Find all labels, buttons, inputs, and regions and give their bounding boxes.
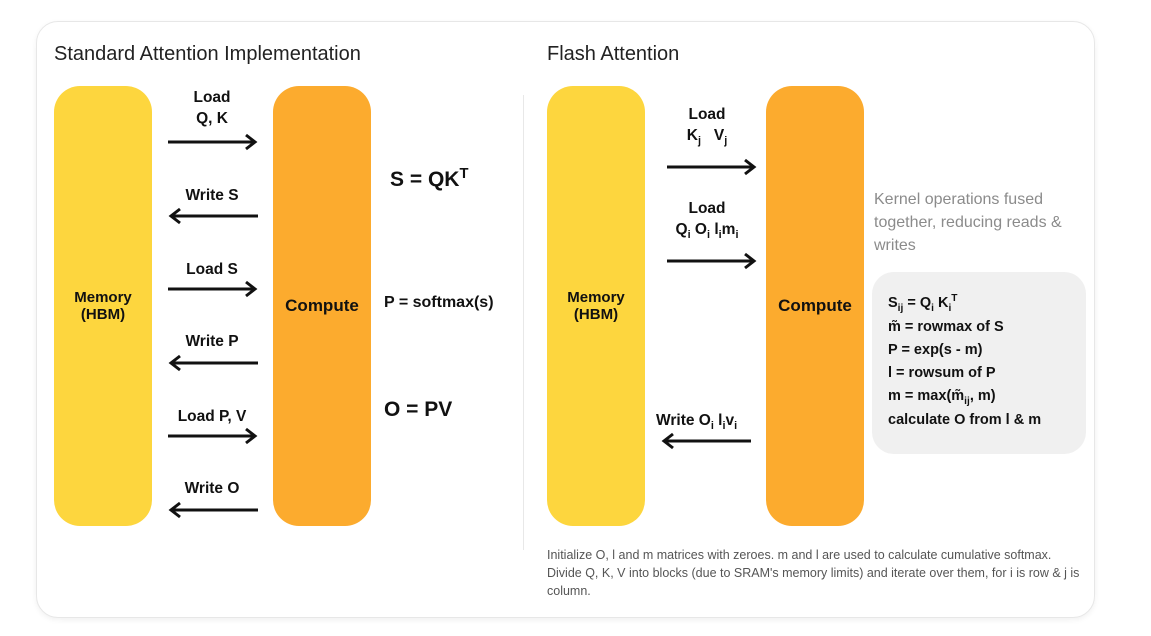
load-s-label: Load S bbox=[186, 261, 238, 278]
op-calc: calculate O from l & m bbox=[888, 412, 1042, 428]
operations-box bbox=[872, 272, 1086, 454]
flash-memory-block: Memory (HBM) bbox=[547, 86, 645, 526]
load-kv-label: Load Kj Vj bbox=[686, 106, 728, 147]
load-qk-label: Load Q, K bbox=[193, 89, 231, 127]
operations-list: Sij = Qi KiT m̃ = rowmax of S P = exp(s … bbox=[888, 292, 1041, 432]
standard-compute-label: Compute bbox=[285, 296, 359, 315]
standard-compute-block: Compute bbox=[273, 86, 371, 526]
arrow-left-icon bbox=[168, 354, 258, 372]
flash-compute-block: Compute bbox=[766, 86, 864, 526]
arrow-left-icon bbox=[168, 207, 258, 225]
equation-s: S = QKT bbox=[390, 165, 469, 191]
write-o-label: Write O bbox=[184, 480, 240, 497]
op-rowmax: m̃ = rowmax of S bbox=[888, 319, 1004, 335]
write-s-label: Write S bbox=[185, 187, 239, 204]
flash-compute-label: Compute bbox=[778, 296, 852, 315]
equation-p: P = softmax(s) bbox=[384, 294, 494, 311]
load-pv-label: Load P, V bbox=[177, 408, 247, 425]
flash-title: Flash Attention bbox=[547, 43, 680, 65]
standard-memory-block: Memory (HBM) bbox=[54, 86, 152, 526]
flash-memory-label: Memory (HBM) bbox=[567, 289, 625, 323]
arrow-right-icon bbox=[667, 158, 757, 176]
arrow-left-icon bbox=[661, 432, 751, 450]
arrow-right-icon bbox=[168, 280, 258, 298]
equation-o: O = PV bbox=[384, 398, 453, 421]
arrow-left-icon bbox=[168, 501, 258, 519]
load-qolm-label: Load Qi Oi limi bbox=[675, 200, 739, 241]
arrow-right-icon bbox=[667, 252, 757, 270]
standard-memory-label: Memory (HBM) bbox=[74, 289, 132, 323]
write-p-label: Write P bbox=[185, 333, 239, 350]
section-divider bbox=[523, 95, 524, 550]
fused-note: Kernel operations fused together, reduci… bbox=[874, 191, 1062, 255]
standard-title: Standard Attention Implementation bbox=[54, 43, 361, 65]
op-s-ij: Sij = Qi KiT bbox=[888, 293, 958, 314]
op-rowsum: l = rowsum of P bbox=[888, 365, 996, 381]
write-oliv-label: Write Oi livi bbox=[656, 412, 738, 432]
footnote: Initialize O, l and m matrices with zero… bbox=[547, 548, 1080, 598]
op-exp: P = exp(s - m) bbox=[888, 342, 983, 358]
arrow-right-icon bbox=[168, 427, 258, 445]
arrow-right-icon bbox=[168, 133, 258, 151]
op-max: m = max(m̃ij, m) bbox=[888, 388, 996, 407]
